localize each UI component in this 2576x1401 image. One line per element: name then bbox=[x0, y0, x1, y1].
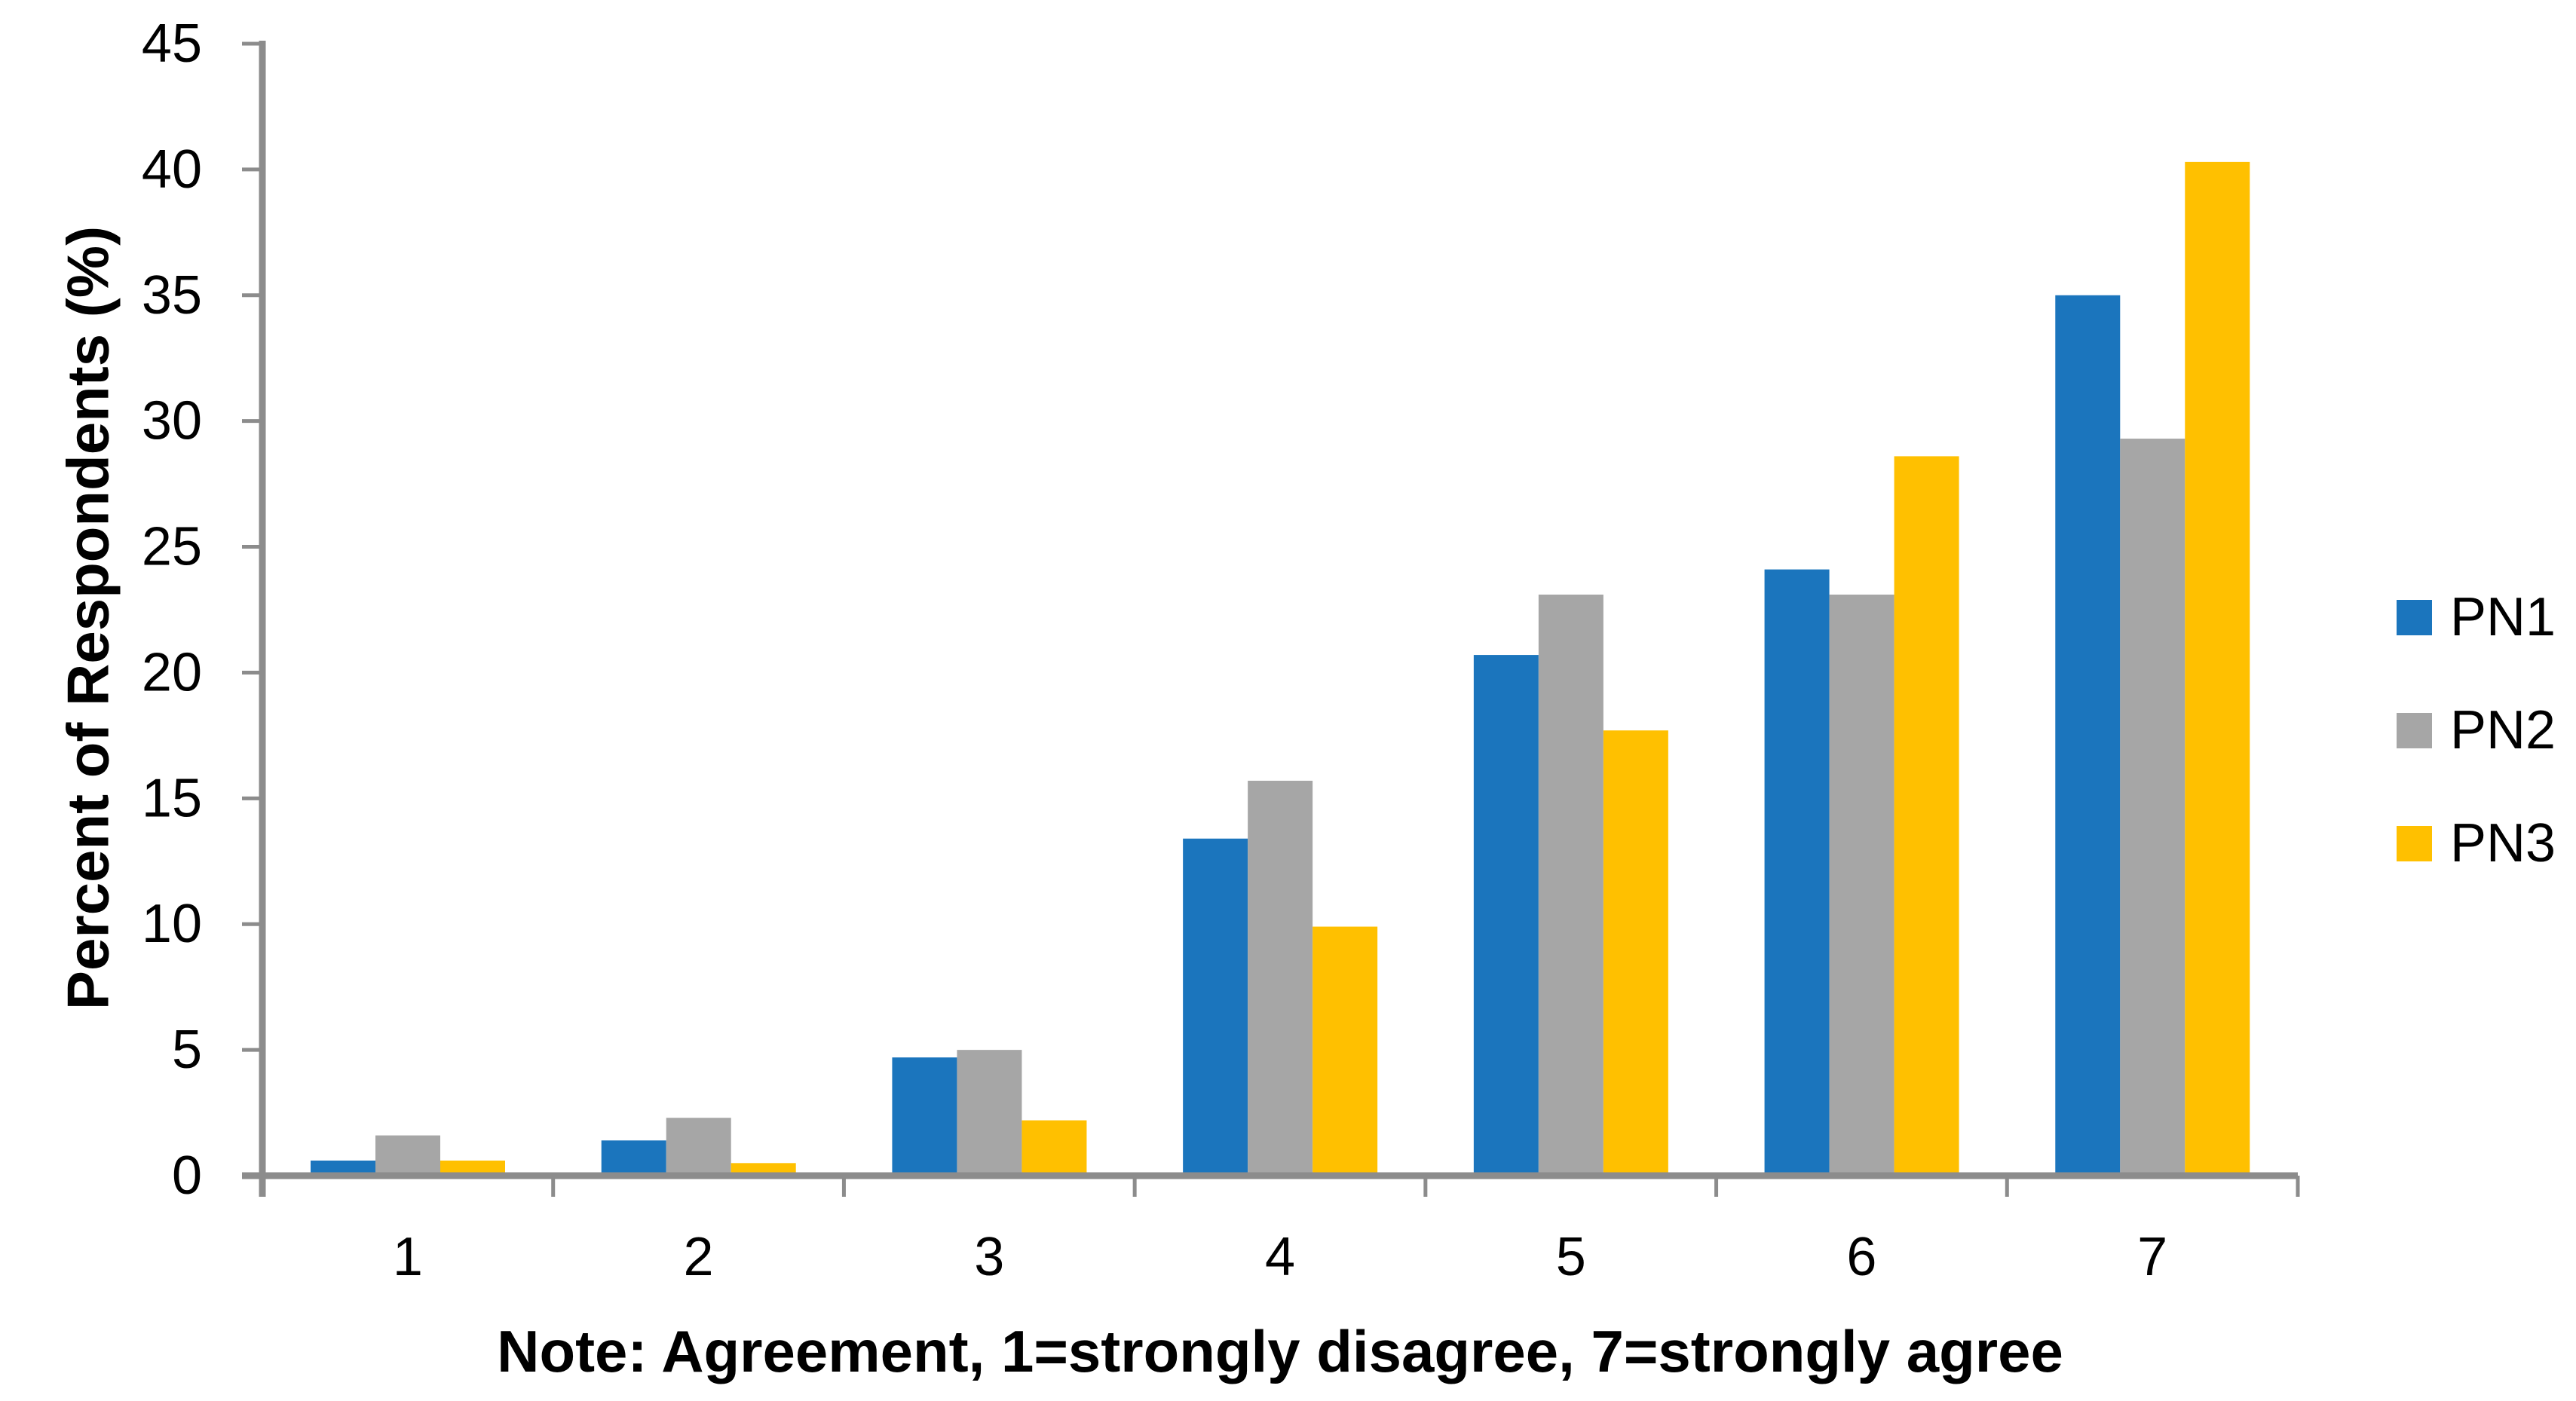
y-tick-label: 35 bbox=[142, 265, 202, 326]
bar-PN3-cat3 bbox=[1022, 1120, 1087, 1176]
bar-PN1-cat1 bbox=[311, 1160, 375, 1176]
bar-PN2-cat6 bbox=[1829, 594, 1894, 1176]
legend-item-pn3: PN3 bbox=[2397, 816, 2556, 870]
legend-swatch-pn3 bbox=[2397, 825, 2432, 861]
legend-label-pn2: PN2 bbox=[2450, 700, 2556, 760]
legend-swatch-pn2 bbox=[2397, 712, 2432, 748]
legend-swatch-pn1 bbox=[2397, 599, 2432, 635]
bar-PN1-cat2 bbox=[601, 1140, 666, 1176]
x-tick-label: 1 bbox=[393, 1227, 423, 1287]
y-tick-label: 0 bbox=[172, 1146, 202, 1206]
bar-PN1-cat4 bbox=[1183, 838, 1248, 1176]
legend-label-pn1: PN1 bbox=[2450, 587, 2556, 647]
bar-PN1-cat6 bbox=[1764, 569, 1830, 1176]
bar-PN2-cat1 bbox=[375, 1135, 440, 1176]
y-axis-title: Percent of Respondents (%) bbox=[54, 225, 121, 1011]
bar-PN2-cat7 bbox=[2120, 439, 2185, 1176]
bar-PN2-cat5 bbox=[1538, 594, 1603, 1176]
x-tick-label: 4 bbox=[1265, 1227, 1295, 1287]
legend-item-pn2: PN2 bbox=[2397, 703, 2556, 757]
bar-PN3-cat5 bbox=[1603, 730, 1668, 1176]
y-tick-label: 40 bbox=[142, 139, 202, 200]
y-tick-label: 25 bbox=[142, 517, 202, 577]
bar-PN1-cat3 bbox=[892, 1057, 957, 1176]
bar-PN3-cat6 bbox=[1894, 456, 1959, 1176]
x-axis-note: Note: Agreement, 1=strongly disagree, 7=… bbox=[497, 1318, 2063, 1384]
bar-PN1-cat5 bbox=[1473, 655, 1539, 1176]
y-tick-label: 30 bbox=[142, 391, 202, 451]
bar-PN2-cat3 bbox=[957, 1050, 1022, 1176]
bar-PN1-cat7 bbox=[2055, 295, 2121, 1176]
x-tick-label: 6 bbox=[1846, 1227, 1876, 1287]
x-tick-label: 3 bbox=[974, 1227, 1004, 1287]
y-tick-label: 15 bbox=[142, 768, 202, 828]
x-tick-label: 2 bbox=[684, 1227, 714, 1287]
bar-PN2-cat4 bbox=[1248, 780, 1313, 1176]
bar-PN3-cat1 bbox=[440, 1160, 505, 1176]
bar-PN3-cat4 bbox=[1313, 926, 1378, 1176]
bar-PN2-cat2 bbox=[666, 1118, 731, 1176]
legend-item-pn1: PN1 bbox=[2397, 590, 2556, 644]
y-tick-label: 45 bbox=[142, 14, 202, 74]
x-tick-label: 5 bbox=[1556, 1227, 1586, 1287]
y-tick-label: 5 bbox=[172, 1020, 202, 1080]
y-tick-label: 10 bbox=[142, 894, 202, 954]
legend-label-pn3: PN3 bbox=[2450, 813, 2556, 873]
x-tick-label: 7 bbox=[2137, 1227, 2167, 1287]
y-tick-label: 20 bbox=[142, 642, 202, 702]
bar-PN3-cat7 bbox=[2185, 161, 2250, 1176]
